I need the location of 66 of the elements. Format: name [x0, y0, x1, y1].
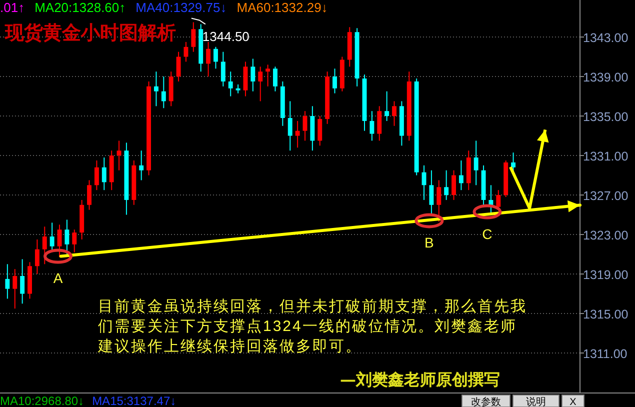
y-tick-label: 1323.00	[583, 228, 628, 243]
candlestick	[384, 90, 390, 122]
candlestick	[266, 64, 270, 87]
y-tick-label: 1311.00	[583, 347, 628, 362]
candlestick	[370, 110, 374, 142]
candlestick	[444, 170, 449, 200]
candlestick	[154, 71, 158, 107]
candlestick	[220, 51, 226, 87]
candlestick	[12, 268, 18, 310]
candlestick	[176, 51, 181, 82]
text: MA10:2968.80↓	[0, 394, 84, 407]
candlestick	[34, 238, 40, 275]
candlestick	[302, 110, 308, 142]
candlestick	[206, 41, 211, 78]
annotation: .01↑	[0, 0, 25, 15]
candlestick	[458, 160, 464, 191]
annotation: 目前黄金虽说持续回落，但并未打破前期支撑，那么首先我们需要关注下方支撑点1324一线的破位情况。刘樊鑫老师建议操作上继续保持回落做多即可。	[97, 298, 527, 355]
candlestick	[429, 170, 434, 216]
title: 现货黄金小时图解析	[5, 22, 176, 44]
candlestick	[288, 100, 292, 152]
candlestick	[57, 224, 62, 258]
candlestick	[273, 66, 278, 92]
candlestick	[243, 61, 248, 97]
y-tick-label: 1319.00	[583, 268, 628, 282]
candlestick	[5, 264, 10, 300]
candlestick	[42, 226, 47, 265]
candlestick	[50, 222, 54, 252]
candlestick	[228, 71, 233, 97]
annotation: 1344.50	[202, 29, 250, 44]
candlestick	[295, 120, 300, 148]
candlestick	[332, 68, 337, 94]
candlestick	[511, 152, 516, 172]
y-tick-label: 1335.00	[583, 110, 628, 124]
annotation: MA20:1328.60↑	[34, 0, 126, 15]
candlestick	[184, 41, 188, 62]
candlestick	[139, 150, 144, 181]
candlestick	[377, 106, 382, 142]
y-tick-label: 1331.00	[583, 150, 628, 164]
candlestick	[250, 58, 256, 92]
candlestick	[20, 258, 25, 304]
annotation: A	[53, 270, 64, 286]
candlestick	[474, 140, 478, 186]
candlestick	[392, 100, 396, 126]
candlestick	[87, 180, 92, 210]
text: MA15:3137.47↓	[92, 394, 176, 407]
y-tick-label: 1327.00	[583, 189, 628, 204]
candlestick	[72, 229, 77, 253]
annotation: —刘樊鑫老师原创撰写	[340, 370, 500, 389]
annotation: B	[424, 234, 434, 251]
candlestick	[64, 219, 70, 255]
candlestick	[213, 46, 218, 70]
candlestick	[318, 116, 322, 146]
candlestick	[102, 156, 106, 191]
annotation: MA40:1329.75↓	[136, 0, 227, 15]
annotation: C	[482, 226, 492, 242]
annotation: MA60:1332.29↓	[236, 0, 328, 15]
candlestick	[452, 170, 456, 200]
candlestick	[161, 76, 166, 109]
candlestick	[116, 140, 122, 171]
y-tick-label: 1339.00	[583, 70, 628, 85]
candlestick	[436, 180, 442, 222]
y-tick-label: 1343.00	[583, 31, 628, 46]
candlestick	[258, 66, 263, 102]
candlestick	[191, 22, 196, 52]
candlestick	[94, 160, 99, 191]
y-tick-label: 1315.00	[583, 308, 628, 322]
